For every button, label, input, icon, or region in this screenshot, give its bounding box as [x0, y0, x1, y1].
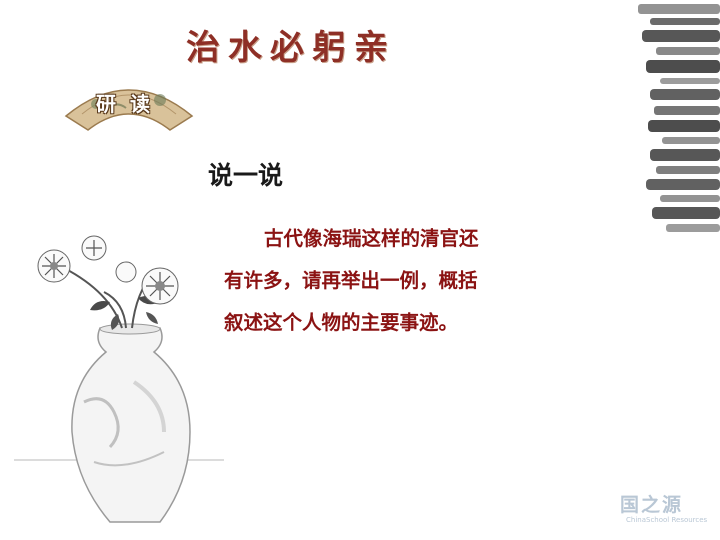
- discussion-heading: 说一说: [208, 161, 284, 190]
- paragraph-line: 叙述这个人物的主要事迹。: [224, 311, 459, 334]
- slide-title: 治水必躬亲: [186, 28, 396, 68]
- fan-painting-icon: [64, 89, 194, 131]
- ink-brush-decoration-icon: [638, 4, 720, 232]
- watermark-sub: ChinaSchool Resources: [626, 516, 708, 524]
- paragraph-line: 古代像海瑞这样的清官还: [264, 227, 479, 250]
- discussion-paragraph: 古代像海瑞这样的清官还 有许多，请再举出一例，概括 叙述这个人物的主要事迹。: [224, 218, 574, 344]
- paragraph-line: 有许多，请再举出一例，概括: [224, 269, 478, 292]
- watermark: 国之源 ChinaSchool Resources: [620, 490, 716, 530]
- flower-vase-illustration: [14, 235, 224, 523]
- watermark-main: 国之源: [620, 494, 684, 516]
- section-badge-label: 研读: [96, 92, 164, 116]
